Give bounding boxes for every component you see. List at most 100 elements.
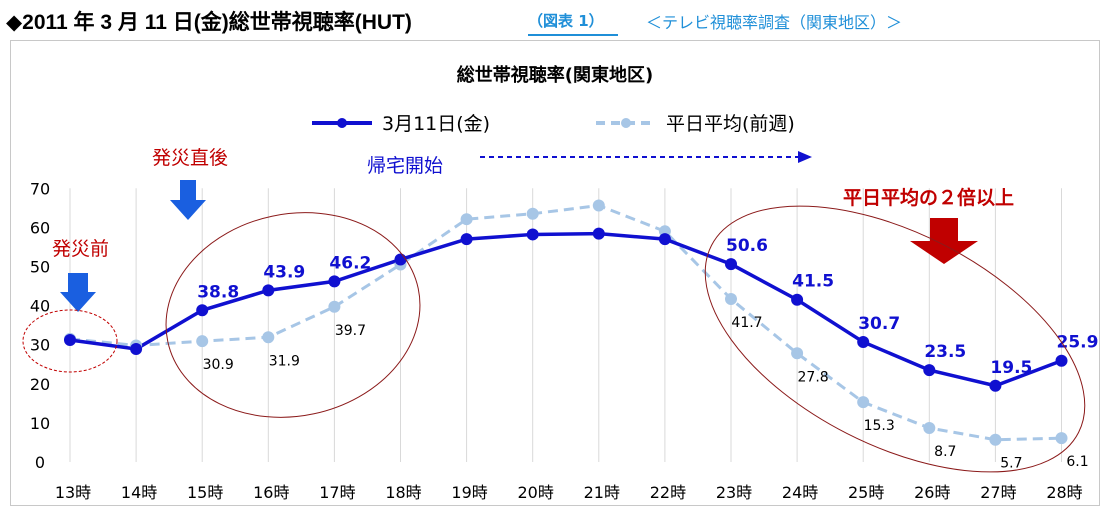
x-tick-label: 24時 — [782, 483, 818, 502]
y-tick-label: 0 — [35, 453, 45, 472]
just-after-ellipse — [165, 212, 421, 418]
series-main-point — [262, 284, 275, 297]
arrow-down-icon — [910, 218, 978, 264]
chart-title: 総世帯視聴率(関東地区) — [457, 64, 653, 86]
legend: 3月11日(金) 平日平均(前週) — [312, 113, 795, 135]
x-tick-label: 27時 — [980, 483, 1016, 502]
annotation-homecoming: 帰宅開始 — [367, 155, 443, 177]
series-main-point — [857, 335, 870, 348]
data-label-main: 25.9 — [1057, 333, 1099, 353]
data-label-main: 41.5 — [792, 272, 834, 292]
survey-subtitle: ＜テレビ視聴率調査（関東地区）＞ — [646, 13, 903, 32]
annotation-just-after: 発災直後 — [152, 147, 228, 169]
annotation-double: 平日平均の２倍以上 — [843, 186, 1014, 209]
data-labels: 38.8 43.9 46.2 50.6 41.5 30.7 23.5 19.5 25.9 30.9… — [197, 236, 1098, 472]
x-tick-label: 15時 — [187, 483, 223, 502]
data-label-avg: 31.9 — [269, 353, 300, 369]
series-avg-point — [592, 199, 605, 212]
series-main-point — [1055, 354, 1068, 367]
x-tick-label: 25時 — [848, 483, 884, 502]
series-main-point — [64, 334, 76, 347]
legend-main-marker — [337, 118, 347, 128]
series-main-point — [130, 343, 143, 356]
x-tick-label: 20時 — [518, 483, 554, 502]
series-main-point — [989, 379, 1002, 392]
figure-label: （図表 1） — [528, 10, 618, 36]
before-ellipse — [22, 309, 118, 373]
data-label-main: 46.2 — [329, 253, 371, 273]
legend-main-label: 3月11日(金) — [382, 113, 490, 135]
series-main-point — [592, 227, 605, 240]
series-avg-point — [989, 433, 1002, 446]
series-main-point — [791, 293, 804, 306]
series-avg-point — [725, 292, 737, 305]
data-label-avg: 27.8 — [798, 369, 829, 385]
series-avg-line — [69, 203, 1062, 442]
x-tick-label: 26時 — [914, 483, 950, 502]
data-label-main: 23.5 — [924, 342, 966, 362]
annotation-before: 発災前 — [52, 238, 109, 260]
data-label-main: 30.7 — [858, 314, 900, 334]
annotations: 発災前 発災直後 帰宅開始 平日平均の２倍以上 — [22, 147, 1086, 473]
data-label-main: 50.6 — [726, 236, 768, 256]
series-avg-point — [923, 421, 936, 434]
series-avg-point — [262, 331, 275, 344]
data-label-avg: 41.7 — [731, 315, 762, 331]
series-main-point — [394, 253, 407, 266]
x-tick-label: 28時 — [1046, 483, 1082, 502]
x-tick-label: 14時 — [121, 483, 157, 502]
chart-frame — [10, 40, 1100, 506]
series-avg-point — [857, 396, 870, 409]
series-avg-point — [460, 213, 473, 226]
data-label-avg: 39.7 — [335, 323, 366, 339]
series-main-point — [725, 258, 737, 271]
series-avg-point — [1055, 432, 1068, 445]
data-label-avg: 30.9 — [203, 357, 234, 373]
x-tick-label: 23時 — [716, 483, 752, 502]
series-main-point — [196, 304, 209, 317]
y-tick-label: 60 — [30, 218, 50, 237]
legend-avg-marker — [621, 118, 631, 128]
double-ellipse — [704, 205, 1086, 473]
page-header: ◆2011 年 3 月 11 日(金)総世帯視聴率(HUT) （図表 1） ＜テ… — [0, 0, 1106, 38]
series-main-point — [526, 228, 539, 241]
series-main-point — [923, 364, 936, 377]
data-label-avg: 5.7 — [1000, 456, 1022, 472]
x-tick-label: 19時 — [451, 483, 487, 502]
series-avg-point — [526, 207, 539, 220]
y-axis: 0 10 20 30 40 50 60 70 — [30, 179, 50, 472]
x-tick-label: 21時 — [584, 483, 620, 502]
series-avg-point — [328, 300, 341, 313]
data-label-main: 38.8 — [197, 282, 239, 302]
x-tick-label: 22時 — [650, 483, 686, 502]
y-tick-label: 20 — [30, 375, 50, 394]
y-tick-label: 70 — [30, 179, 50, 198]
x-axis: 13時 14時 15時 16時 17時 18時 19時 20時 21時 22時 23時 24時 25時 2… — [55, 483, 1083, 502]
series-main-line — [69, 231, 1063, 388]
series-main-point — [658, 233, 671, 246]
data-label-avg: 6.1 — [1066, 454, 1088, 470]
x-tick-label: 18時 — [385, 483, 421, 502]
series-lines — [69, 203, 1063, 442]
series-main-point — [328, 275, 341, 288]
page-title: ◆2011 年 3 月 11 日(金)総世帯視聴率(HUT) — [6, 11, 412, 34]
x-tick-label: 13時 — [55, 483, 91, 502]
arrow-down-icon — [170, 180, 206, 220]
y-tick-label: 50 — [30, 258, 50, 277]
legend-avg-label: 平日平均(前週) — [666, 113, 795, 135]
arrow-right-icon — [798, 151, 812, 163]
y-tick-label: 40 — [30, 297, 50, 316]
y-tick-label: 10 — [30, 414, 50, 433]
y-tick-label: 30 — [30, 336, 50, 355]
data-label-avg: 8.7 — [934, 444, 956, 460]
series-main-point — [460, 233, 473, 246]
x-tick-label: 17時 — [319, 483, 355, 502]
series-avg-point — [196, 335, 209, 348]
data-label-avg: 15.3 — [864, 418, 895, 434]
data-label-main: 19.5 — [990, 358, 1032, 378]
data-label-main: 43.9 — [263, 262, 305, 282]
series-avg-point — [791, 347, 804, 360]
series-points — [64, 199, 1068, 446]
arrow-down-icon — [60, 273, 96, 312]
